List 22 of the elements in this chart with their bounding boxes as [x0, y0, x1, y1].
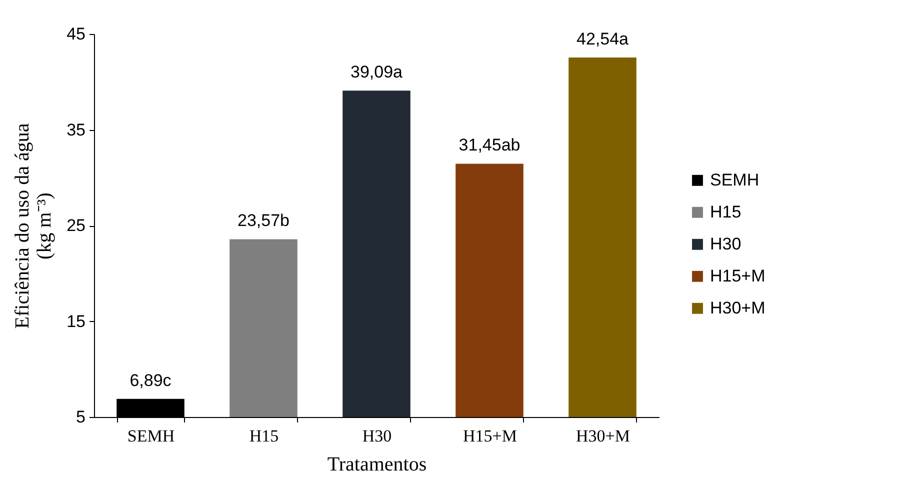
- legend-label: SEMH: [710, 170, 760, 190]
- x-tick-label: H30: [362, 426, 392, 446]
- x-axis-title: Tratamentos: [327, 454, 427, 476]
- data-label: 6,89c: [130, 370, 172, 390]
- y-tick-label: 45: [66, 24, 86, 44]
- data-label: 23,57b: [238, 211, 290, 230]
- y-tick-label: 5: [76, 408, 86, 426]
- x-tick-label: H30+M: [576, 426, 630, 446]
- y-tick-label: 25: [66, 216, 86, 235]
- y-axis-title: Eficiência do uso da água (kg m⁻³): [12, 123, 56, 329]
- x-tick-label: H15: [249, 426, 279, 446]
- legend-label: H15+M: [710, 266, 766, 286]
- data-label: 31,45ab: [458, 136, 520, 155]
- data-label: 42,54a: [576, 30, 630, 49]
- legend-label: H30: [710, 234, 742, 254]
- legend-label: H30+M: [710, 298, 766, 318]
- data-label: 39,09a: [350, 62, 404, 82]
- x-tick-label: H15+M: [463, 426, 517, 446]
- legend-label: H15: [710, 202, 742, 222]
- y-tick-label: 35: [66, 120, 86, 140]
- y-tick-label: 15: [66, 312, 86, 331]
- x-tick-label: SEMH: [127, 426, 175, 446]
